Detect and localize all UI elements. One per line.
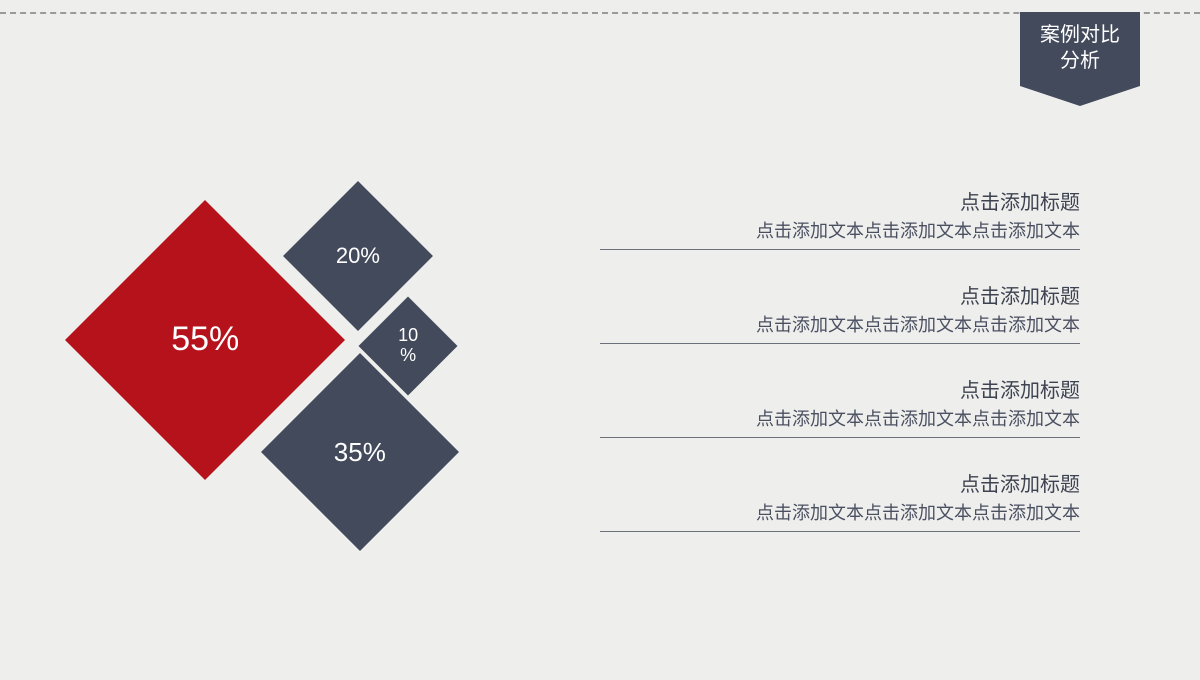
item-desc: 点击添加文本点击添加文本点击添加文本 xyxy=(600,311,1080,337)
list-item: 点击添加标题 点击添加文本点击添加文本点击添加文本 xyxy=(600,374,1080,438)
item-title: 点击添加标题 xyxy=(600,186,1080,215)
list-item: 点击添加标题 点击添加文本点击添加文本点击添加文本 xyxy=(600,468,1080,532)
item-desc: 点击添加文本点击添加文本点击添加文本 xyxy=(600,217,1080,243)
diamond-35-label: 35% xyxy=(334,438,386,467)
item-title: 点击添加标题 xyxy=(600,468,1080,497)
list-item: 点击添加标题 点击添加文本点击添加文本点击添加文本 xyxy=(600,186,1080,250)
text-list: 点击添加标题 点击添加文本点击添加文本点击添加文本 点击添加标题 点击添加文本点… xyxy=(600,186,1080,532)
diamond-20-label: 20% xyxy=(336,244,380,268)
item-title: 点击添加标题 xyxy=(600,374,1080,403)
item-desc: 点击添加文本点击添加文本点击添加文本 xyxy=(600,405,1080,431)
item-title: 点击添加标题 xyxy=(600,280,1080,309)
diamond-10-label: 10% xyxy=(398,326,418,366)
list-item: 点击添加标题 点击添加文本点击添加文本点击添加文本 xyxy=(600,280,1080,344)
diamond-55-label: 55% xyxy=(171,321,239,358)
item-desc: 点击添加文本点击添加文本点击添加文本 xyxy=(600,499,1080,525)
